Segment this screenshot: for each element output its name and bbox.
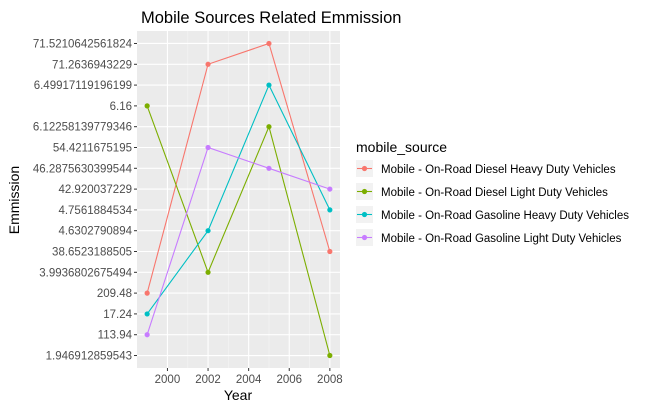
y-tick-label: 113.94 bbox=[98, 330, 133, 342]
data-point bbox=[327, 207, 333, 213]
y-tick-label: 209.48 bbox=[97, 288, 132, 300]
y-tick-label: 3.9936802675494 bbox=[39, 267, 132, 279]
data-point bbox=[266, 165, 272, 171]
data-point bbox=[266, 124, 272, 130]
x-tick-label: 2008 bbox=[317, 374, 343, 386]
x-tick-label: 2006 bbox=[276, 374, 302, 386]
x-tick-label: 2002 bbox=[195, 374, 221, 386]
legend-title: mobile_source bbox=[356, 139, 447, 155]
y-tick-label: 17.24 bbox=[103, 309, 132, 321]
y-tick-label: 42.920037229 bbox=[58, 184, 132, 196]
x-axis-ticks: 2000 2002 2004 2006 2008 bbox=[155, 368, 343, 386]
data-point bbox=[327, 248, 333, 255]
y-tick-label: 71.5210642561824 bbox=[33, 38, 133, 50]
legend-key-point bbox=[361, 188, 368, 195]
data-point bbox=[205, 228, 211, 234]
legend-key-point bbox=[361, 234, 368, 241]
legend-label: Mobile - On-Road Diesel Heavy Duty Vehic… bbox=[381, 164, 616, 176]
x-tick-label: 2004 bbox=[236, 374, 262, 386]
series-layer bbox=[144, 40, 333, 359]
legend-key-point bbox=[361, 211, 368, 218]
legend-label: Mobile - On-Road Gasoline Light Duty Veh… bbox=[381, 233, 622, 245]
data-point bbox=[266, 40, 272, 47]
y-tick-label: 6.49917119196199 bbox=[34, 80, 132, 92]
y-tick-label: 54.4211675195 bbox=[53, 142, 132, 154]
data-point bbox=[144, 311, 150, 317]
data-point bbox=[205, 269, 211, 275]
series-line bbox=[146, 105, 331, 356]
y-tick-label: 4.6302790894 bbox=[58, 226, 132, 238]
data-point bbox=[144, 103, 150, 109]
legend-label: Mobile - On-Road Gasoline Heavy Duty Veh… bbox=[381, 210, 629, 222]
data-point bbox=[327, 186, 333, 192]
data-point bbox=[327, 352, 333, 359]
data-point bbox=[205, 144, 211, 151]
data-point bbox=[144, 290, 150, 296]
y-tick-label: 6.16 bbox=[110, 101, 132, 113]
x-axis-title: Year bbox=[224, 387, 253, 403]
y-tick-label: 1.946912859543 bbox=[46, 351, 132, 363]
chart-title: Mobile Sources Related Emmission bbox=[141, 9, 401, 27]
data-point bbox=[205, 61, 211, 67]
series-line bbox=[146, 146, 331, 335]
y-tick-label: 4.7561884534 bbox=[58, 205, 132, 217]
y-tick-label: 6.12258139779346 bbox=[33, 122, 132, 134]
legend-label: Mobile - On-Road Diesel Light Duty Vehic… bbox=[381, 187, 608, 199]
data-point bbox=[266, 82, 272, 88]
y-tick-label: 46.2875630399544 bbox=[33, 163, 133, 175]
y-axis-ticks: 1.946912859543 113.94 17.24 209.48 3.9936802… bbox=[33, 38, 137, 363]
legend: mobile_source Mobile - On-Road Diesel He… bbox=[356, 139, 629, 246]
legend-key-point bbox=[361, 165, 368, 172]
y-axis-title: Emmission bbox=[6, 166, 22, 234]
data-point bbox=[144, 332, 150, 338]
y-tick-label: 71.2636943229 bbox=[52, 59, 132, 71]
y-tick-label: 38.6523188505 bbox=[52, 247, 132, 259]
x-tick-label: 2000 bbox=[155, 374, 181, 386]
